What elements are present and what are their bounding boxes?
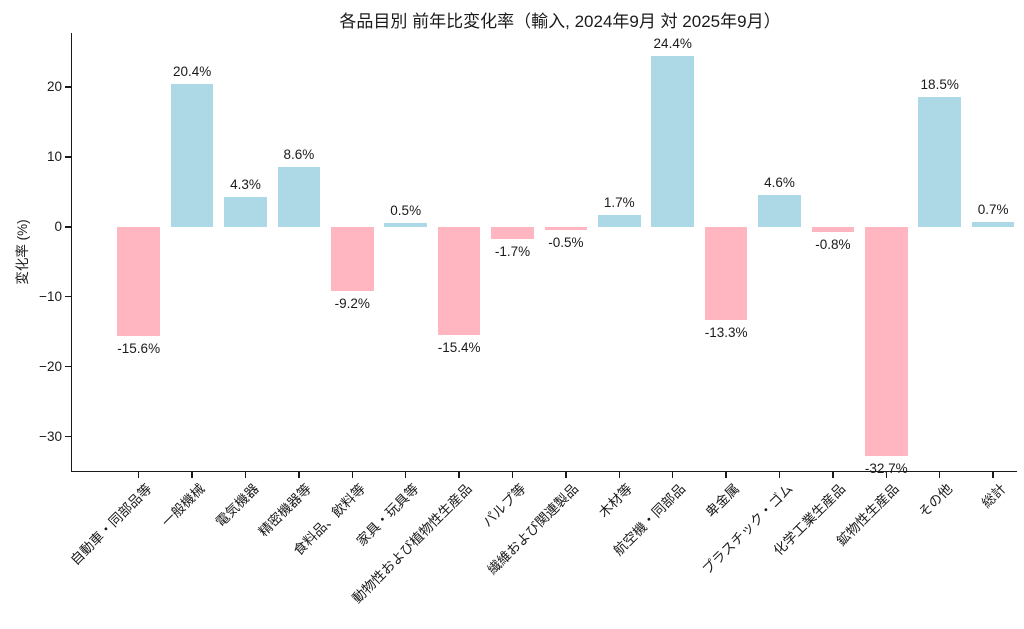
x-tick-mark bbox=[137, 472, 140, 478]
x-tick-mark bbox=[938, 472, 941, 478]
x-category-label: 木材等 bbox=[595, 481, 635, 521]
y-tick-label: 20 bbox=[46, 78, 62, 94]
bar-positive bbox=[384, 223, 428, 227]
y-tick-mark bbox=[64, 156, 71, 158]
y-tick-label: −20 bbox=[39, 358, 62, 374]
bar-value-label: -32.7% bbox=[864, 460, 908, 476]
x-category-label: 精密機器等 bbox=[256, 481, 315, 540]
x-tick-mark bbox=[458, 472, 460, 478]
bar-negative bbox=[704, 226, 748, 320]
x-category-label: 一般機械 bbox=[158, 481, 208, 530]
bar-positive bbox=[224, 196, 267, 227]
x-tick-mark bbox=[298, 472, 300, 478]
bar-value-label: -15.6% bbox=[117, 340, 161, 356]
bar-value-label: 24.4% bbox=[653, 36, 692, 52]
x-category-label: プラスチック・ゴム bbox=[698, 481, 796, 578]
x-tick-mark bbox=[992, 472, 994, 478]
bar-value-label: 0.7% bbox=[977, 201, 1009, 217]
bar-positive bbox=[758, 194, 801, 227]
bar-value-label: -9.2% bbox=[334, 296, 370, 312]
y-tick-mark bbox=[64, 295, 71, 298]
bar-negative bbox=[864, 226, 908, 456]
x-tick-mark bbox=[725, 472, 727, 478]
x-tick-mark bbox=[671, 472, 674, 478]
bar-value-label: -0.5% bbox=[548, 235, 584, 251]
bar-positive bbox=[277, 166, 321, 227]
bar-value-label: 4.3% bbox=[230, 176, 261, 192]
x-category-label: 電気機器 bbox=[212, 481, 262, 530]
x-category-label: 卑金属 bbox=[702, 481, 742, 521]
x-tick-mark bbox=[832, 472, 834, 478]
bar-value-label: 8.6% bbox=[283, 146, 315, 162]
y-tick-mark bbox=[64, 226, 71, 228]
bar-value-label: 4.6% bbox=[764, 174, 795, 190]
x-tick-mark bbox=[885, 472, 888, 478]
y-tick-mark bbox=[64, 435, 71, 438]
bar-value-label: -13.3% bbox=[704, 324, 748, 340]
bar-positive bbox=[971, 221, 1015, 227]
bar-negative bbox=[117, 226, 161, 336]
bar-value-label: 0.5% bbox=[390, 203, 422, 219]
y-tick-mark bbox=[64, 86, 71, 88]
y-tick-label: −30 bbox=[39, 428, 62, 444]
bar-negative bbox=[491, 226, 534, 239]
x-axis-spine bbox=[70, 470, 1017, 472]
bar-negative bbox=[811, 226, 855, 233]
bar-value-label: 18.5% bbox=[920, 77, 959, 93]
x-tick-mark bbox=[191, 472, 193, 478]
x-tick-mark bbox=[618, 472, 621, 478]
x-tick-mark bbox=[778, 472, 781, 478]
y-axis-spine bbox=[70, 33, 72, 472]
bar-positive bbox=[597, 214, 641, 227]
bar-value-label: -0.8% bbox=[815, 237, 851, 253]
x-category-label: 繊維および関連製品 bbox=[484, 481, 582, 578]
y-tick-label: 0 bbox=[54, 218, 62, 234]
x-tick-mark bbox=[511, 472, 514, 478]
x-category-label: その他 bbox=[916, 481, 956, 521]
x-tick-mark bbox=[565, 472, 567, 478]
bar-negative bbox=[330, 226, 374, 292]
x-tick-mark bbox=[404, 472, 407, 478]
x-category-label: パルプ等 bbox=[479, 481, 529, 530]
bar-positive bbox=[651, 56, 695, 227]
x-category-label: 自動車・同部品等 bbox=[67, 481, 155, 568]
x-tick-mark bbox=[351, 472, 354, 478]
x-tick-mark bbox=[244, 472, 247, 478]
y-tick-mark bbox=[64, 365, 71, 368]
y-tick-label: −10 bbox=[39, 288, 62, 304]
bar-value-label: 20.4% bbox=[172, 64, 212, 80]
bar-value-label: -1.7% bbox=[494, 243, 531, 259]
chart-title: 各品目別 前年比変化率（輸入, 2024年9月 対 2025年9月） bbox=[339, 12, 781, 31]
bar-positive bbox=[918, 97, 962, 227]
bar-value-label: -15.4% bbox=[437, 339, 481, 355]
y-tick-label: 10 bbox=[46, 148, 62, 164]
bar-negative bbox=[437, 226, 481, 335]
bar-value-label: 1.7% bbox=[603, 194, 635, 210]
x-category-label: 総計 bbox=[979, 481, 1009, 511]
bar-positive bbox=[170, 84, 214, 227]
bar-negative bbox=[544, 226, 588, 231]
